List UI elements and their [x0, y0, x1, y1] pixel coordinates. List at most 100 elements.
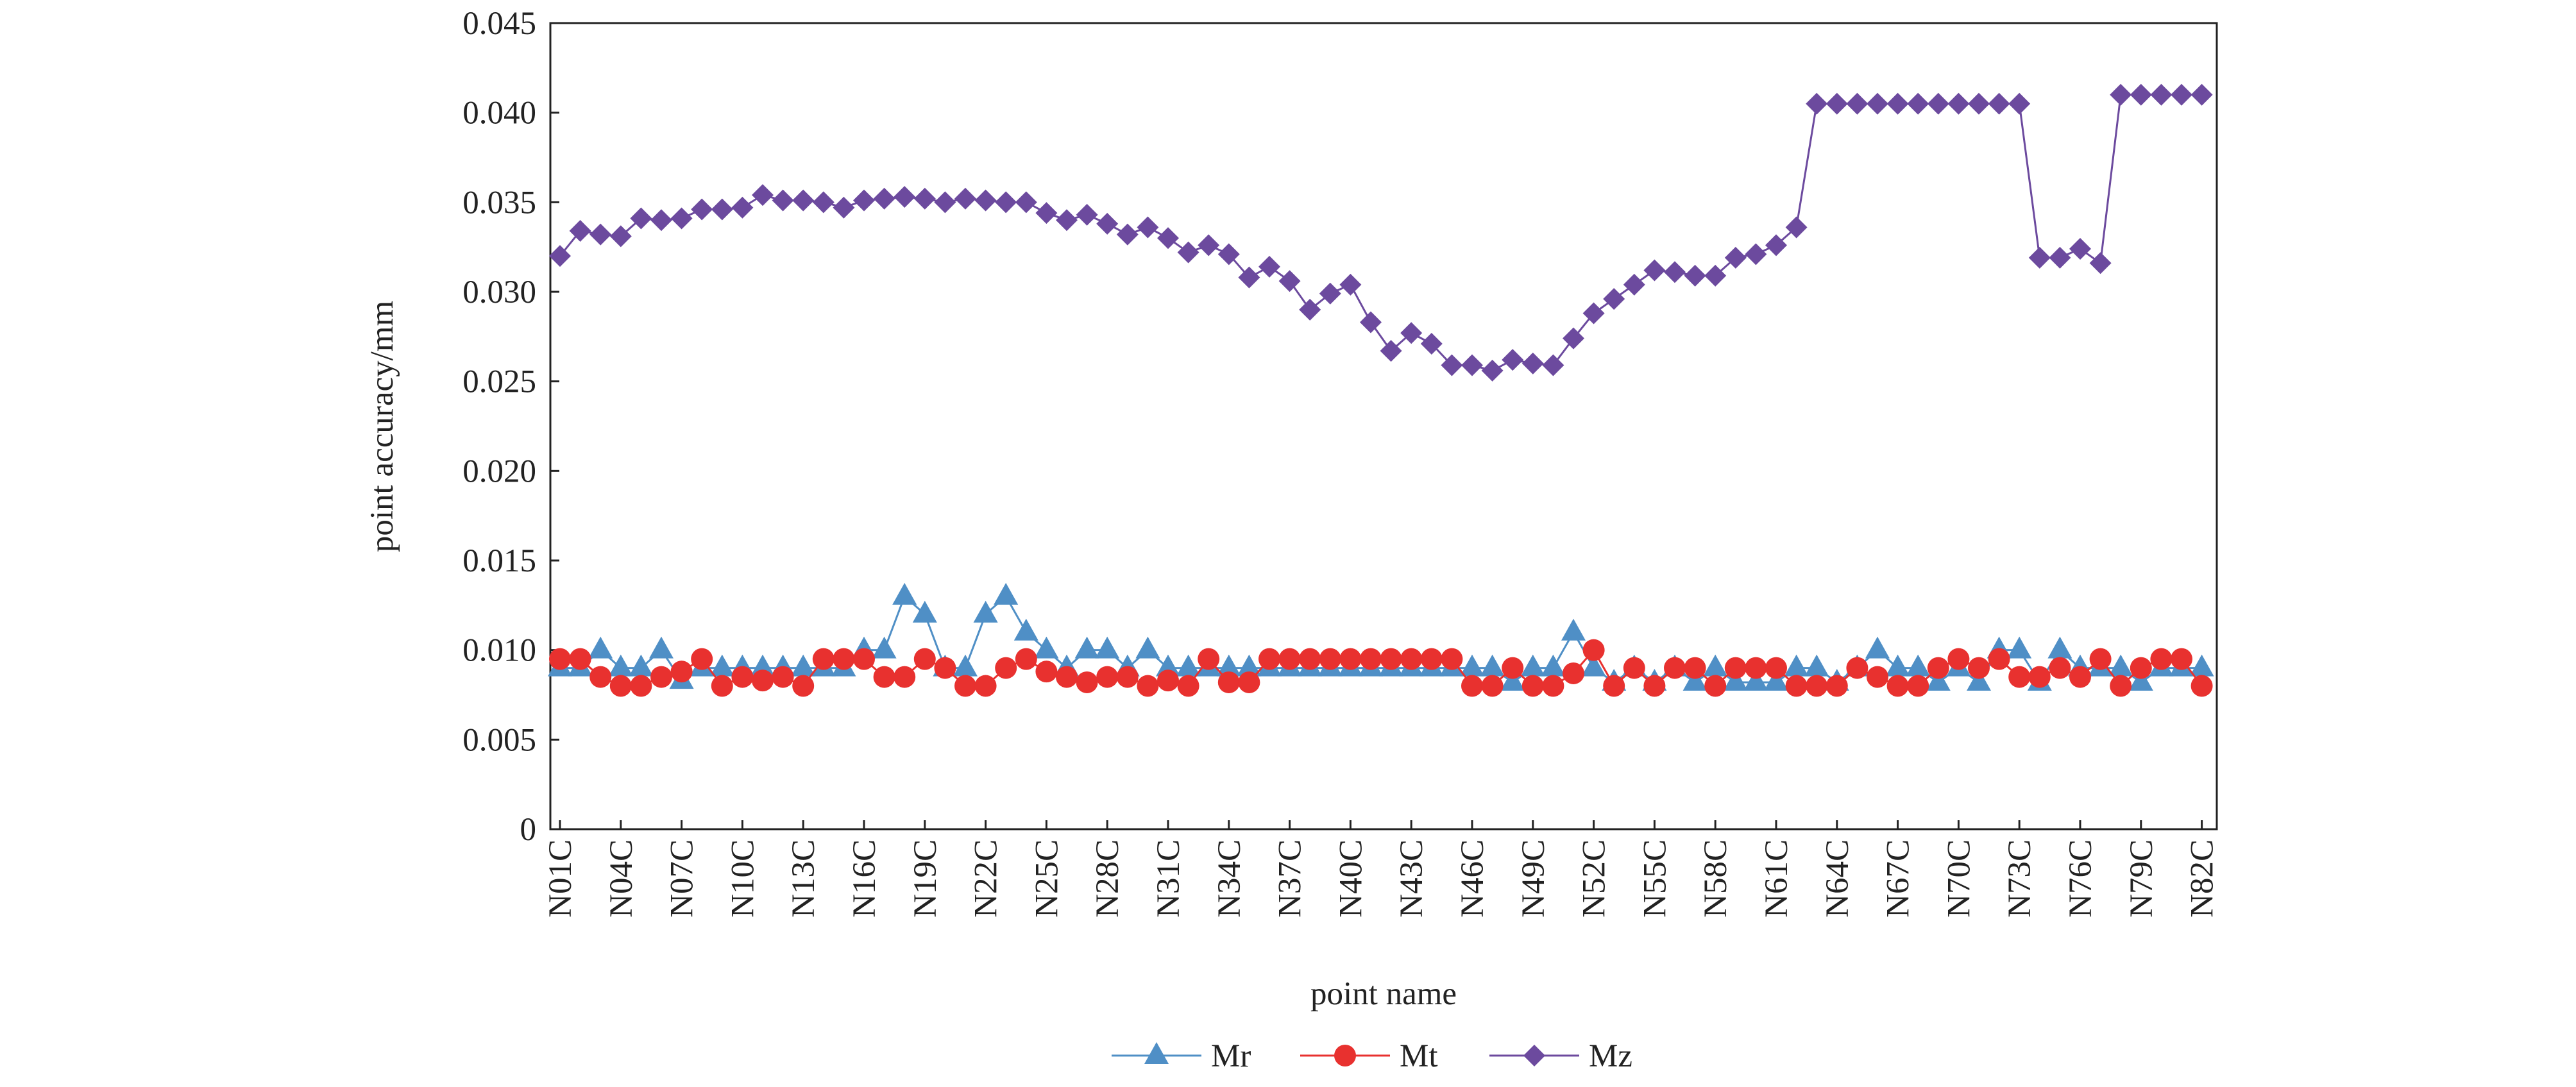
marker	[812, 648, 835, 670]
marker	[752, 670, 774, 692]
y-tick-label: 0.035	[462, 185, 536, 221]
marker	[995, 191, 1017, 214]
marker	[1339, 273, 1362, 296]
marker	[731, 666, 754, 688]
marker	[1258, 255, 1280, 278]
marker	[2008, 666, 2031, 688]
x-tick-label: N22C	[969, 839, 1004, 918]
marker	[549, 648, 571, 670]
marker	[1502, 657, 1524, 679]
marker	[974, 189, 997, 212]
marker	[1157, 227, 1179, 249]
marker	[1299, 648, 1321, 670]
marker	[1319, 282, 1341, 305]
marker	[1481, 675, 1504, 697]
marker	[1684, 657, 1706, 679]
x-tick-label: N13C	[786, 839, 822, 918]
marker	[589, 223, 612, 246]
marker	[2150, 83, 2173, 106]
marker	[1988, 648, 2010, 670]
marker	[1420, 333, 1443, 355]
marker	[1380, 648, 1402, 670]
marker	[1198, 648, 1220, 670]
y-tick-label: 0	[520, 812, 537, 848]
marker	[1461, 675, 1483, 697]
marker	[1015, 648, 1037, 670]
x-tick-label: N76C	[2063, 839, 2099, 918]
marker	[2128, 668, 2153, 691]
x-axis-title: point name	[1310, 976, 1457, 1012]
marker	[609, 225, 632, 248]
marker	[1724, 246, 1747, 269]
marker	[995, 657, 1017, 679]
marker	[2089, 648, 2112, 670]
series	[549, 83, 2213, 382]
marker	[1967, 668, 1991, 691]
marker	[731, 196, 754, 219]
marker	[1623, 273, 1645, 296]
x-tick-label: N34C	[1212, 839, 1248, 918]
x-tick-label: N01C	[543, 839, 579, 918]
marker	[833, 196, 855, 219]
marker	[894, 666, 916, 688]
marker	[1400, 322, 1423, 344]
marker	[1704, 264, 1727, 287]
marker	[569, 220, 591, 242]
marker	[2108, 654, 2133, 677]
marker	[1988, 92, 2010, 115]
marker	[1723, 668, 1748, 691]
marker	[812, 191, 835, 214]
marker	[1502, 349, 1524, 371]
marker	[1926, 668, 1951, 691]
legend-item: Mt	[1300, 1038, 1438, 1074]
marker	[1461, 354, 1483, 376]
marker	[1076, 671, 1098, 693]
marker	[1144, 1042, 1169, 1064]
marker	[833, 648, 855, 670]
legend-label: Mr	[1211, 1038, 1251, 1074]
marker	[2171, 83, 2192, 106]
marker	[1035, 202, 1058, 224]
marker	[853, 648, 875, 670]
marker	[1865, 636, 1890, 659]
marker	[649, 636, 674, 659]
x-tick-label: N19C	[908, 839, 944, 918]
marker	[1968, 92, 1990, 115]
legend-label: Mt	[1400, 1038, 1438, 1074]
marker	[1804, 654, 1829, 677]
marker	[1360, 311, 1382, 333]
marker	[670, 661, 693, 683]
marker	[650, 666, 672, 688]
marker	[2008, 92, 2031, 115]
marker	[2189, 654, 2214, 677]
marker	[934, 657, 956, 679]
marker	[1116, 666, 1139, 688]
marker	[974, 675, 997, 697]
marker	[1380, 340, 1402, 362]
marker	[1238, 671, 1260, 693]
x-tick-label: N61C	[1759, 839, 1795, 918]
marker	[1096, 212, 1119, 235]
marker	[1441, 648, 1463, 670]
marker	[1906, 654, 1931, 677]
marker	[873, 187, 895, 210]
marker	[2069, 666, 2091, 688]
marker	[973, 600, 998, 623]
marker	[752, 184, 774, 206]
marker	[1907, 675, 1929, 697]
marker	[691, 198, 713, 221]
marker	[1927, 92, 1949, 115]
marker	[670, 207, 693, 230]
marker	[1542, 354, 1564, 376]
x-tick-label: N04C	[604, 839, 640, 918]
marker	[913, 648, 936, 670]
marker	[994, 582, 1019, 605]
marker	[1074, 636, 1099, 659]
marker	[1724, 657, 1747, 679]
marker	[2028, 246, 2051, 269]
marker	[1785, 216, 1808, 239]
marker	[1664, 657, 1686, 679]
marker	[1907, 92, 1929, 115]
marker	[609, 675, 632, 697]
y-tick-label: 0.030	[462, 274, 536, 310]
